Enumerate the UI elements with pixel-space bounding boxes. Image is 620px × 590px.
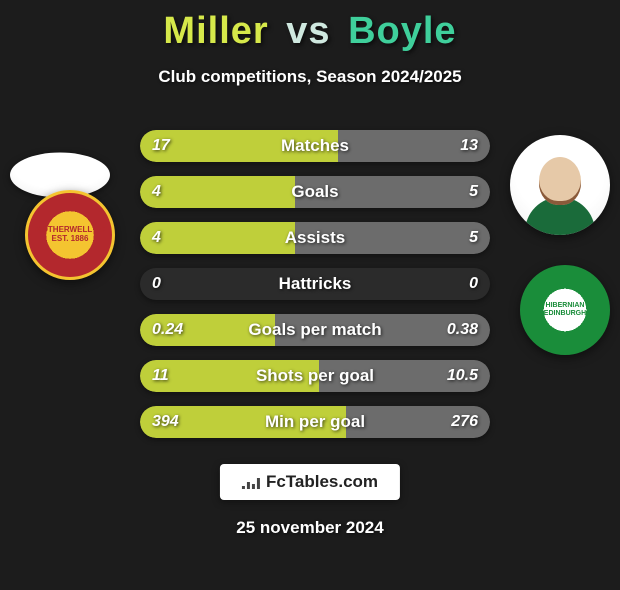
stat-label: Matches <box>140 130 490 162</box>
stat-label: Hattricks <box>140 268 490 300</box>
stat-row: 394276Min per goal <box>140 406 490 438</box>
comparison-title: Miller vs Boyle <box>0 10 620 53</box>
player2-avatar <box>510 135 610 235</box>
stat-label: Min per goal <box>140 406 490 438</box>
stat-row: 0.240.38Goals per match <box>140 314 490 346</box>
stat-row: 45Assists <box>140 222 490 254</box>
brand-text: FcTables.com <box>266 472 378 492</box>
stat-label: Goals <box>140 176 490 208</box>
player1-crest: MOTHERWELL FC EST. 1886 <box>25 190 115 280</box>
footer-date: 25 november 2024 <box>0 518 620 538</box>
stats-bars: 1713Matches 45Goals 45Assists 00Hattricks 0.… <box>140 130 490 452</box>
stat-row: 00Hattricks <box>140 268 490 300</box>
player1-club-label: MOTHERWELL FC EST. 1886 <box>28 226 112 244</box>
player2-club-label: HIBERNIAN EDINBURGH <box>544 302 586 317</box>
player2-crest: HIBERNIAN EDINBURGH <box>520 265 610 355</box>
subtitle: Club competitions, Season 2024/2025 <box>0 67 620 87</box>
bars-icon <box>242 475 260 489</box>
stat-row: 1713Matches <box>140 130 490 162</box>
stat-row: 45Goals <box>140 176 490 208</box>
stat-label: Shots per goal <box>140 360 490 392</box>
stat-row: 1110.5Shots per goal <box>140 360 490 392</box>
player1-name: Miller <box>163 10 268 52</box>
stat-label: Assists <box>140 222 490 254</box>
stat-label: Goals per match <box>140 314 490 346</box>
vs-label: vs <box>286 10 330 52</box>
brand-logo: FcTables.com <box>220 464 400 500</box>
player2-name: Boyle <box>348 10 456 52</box>
